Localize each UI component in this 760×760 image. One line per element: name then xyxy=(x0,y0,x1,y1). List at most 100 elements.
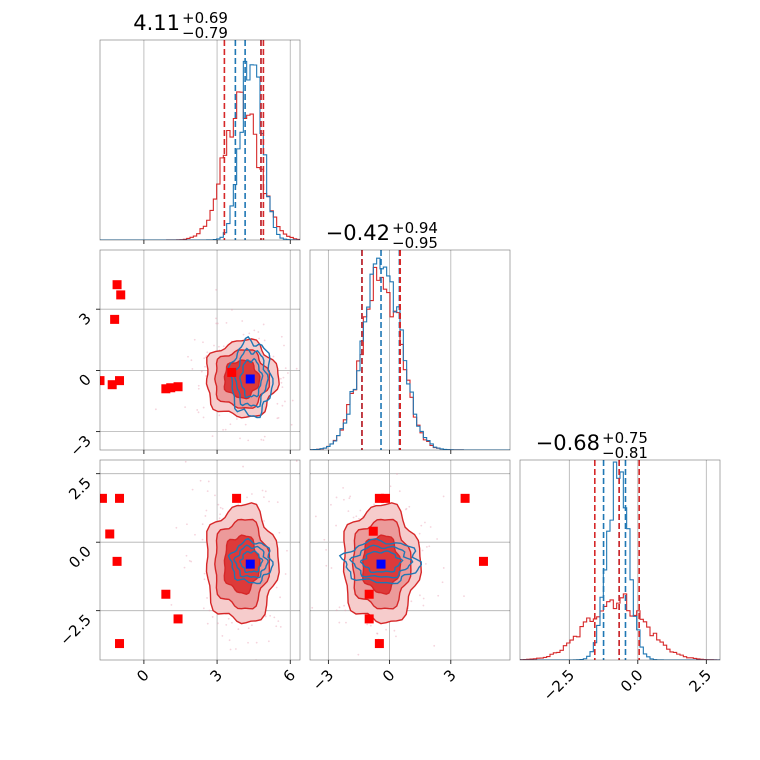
sample-dot xyxy=(255,641,258,644)
sample-dot xyxy=(342,486,345,489)
sample-dot xyxy=(348,497,351,500)
sample-dot xyxy=(286,372,289,374)
sample-dot xyxy=(355,515,358,518)
sample-dot xyxy=(197,387,200,390)
sample-dot xyxy=(284,400,286,403)
scatter-point xyxy=(364,589,374,599)
sample-dot xyxy=(290,423,293,426)
sample-dot xyxy=(344,609,347,612)
sample-dot xyxy=(325,564,328,567)
sample-dot xyxy=(184,460,187,463)
sample-dot xyxy=(330,567,333,569)
panel-p2_p1 xyxy=(310,460,510,660)
sample-dot xyxy=(202,607,205,610)
frame-p2_p1 xyxy=(309,459,511,661)
sample-dot xyxy=(190,560,193,563)
sample-dot xyxy=(221,635,224,637)
sample-dot xyxy=(234,648,237,650)
scatter-point xyxy=(173,614,183,624)
truth-marker xyxy=(245,374,255,384)
y-tick-label: −3 xyxy=(66,432,94,460)
sample-dot xyxy=(395,635,397,638)
sample-dot xyxy=(410,600,413,603)
frame-p2_p0 xyxy=(99,459,301,661)
sample-dot xyxy=(272,355,275,358)
scatter-point xyxy=(112,280,122,290)
sample-dot xyxy=(250,624,253,627)
sample-dot xyxy=(335,496,338,499)
sample-dot xyxy=(190,359,193,362)
sample-dot xyxy=(405,507,408,510)
sample-dot xyxy=(215,288,218,291)
sample-dot xyxy=(206,490,209,492)
param-title-minus-1: −0.95 xyxy=(392,234,438,252)
sample-dot xyxy=(263,339,266,342)
sample-dot xyxy=(211,616,214,618)
sample-dot xyxy=(323,538,326,541)
x-tick-label: 2.5 xyxy=(686,666,716,696)
sample-dot xyxy=(193,338,196,341)
sample-dot xyxy=(196,409,199,411)
scatter-point xyxy=(460,493,470,503)
sample-dot xyxy=(262,439,265,442)
x-tick-label: 6 xyxy=(280,666,299,685)
sample-dot xyxy=(231,621,233,624)
sample-dot xyxy=(286,549,288,552)
param-title-plus-0: +0.69 xyxy=(182,9,228,27)
scatter-point xyxy=(115,493,125,503)
hist-red xyxy=(520,593,720,660)
sample-dot xyxy=(242,333,245,336)
sample-dot xyxy=(186,523,188,526)
param-title-median-2: −0.68 xyxy=(536,431,600,455)
sample-dot xyxy=(170,603,173,606)
param-title-minus-2: −0.81 xyxy=(602,444,648,462)
sample-dot xyxy=(219,506,222,509)
sample-dot xyxy=(268,500,270,503)
sample-dot xyxy=(219,513,222,516)
sample-dot xyxy=(229,648,232,651)
sample-dot xyxy=(217,622,219,625)
sample-dot xyxy=(335,609,338,612)
sample-dot xyxy=(260,438,263,441)
sample-dot xyxy=(247,627,250,630)
sample-dot xyxy=(175,526,178,529)
contour-blue xyxy=(233,544,269,579)
sample-dot xyxy=(418,532,421,535)
sample-dot xyxy=(264,615,267,618)
sample-dot xyxy=(433,644,436,647)
sample-dot xyxy=(418,594,421,597)
sample-dot xyxy=(263,496,265,499)
sample-dot xyxy=(185,554,188,557)
sample-dot xyxy=(262,323,265,326)
x-tick-label: −3 xyxy=(309,666,337,694)
sample-dot xyxy=(183,566,186,569)
sample-dot xyxy=(376,632,378,635)
sample-dot xyxy=(203,578,206,581)
sample-dot xyxy=(277,620,280,623)
contour-blue xyxy=(227,537,274,585)
sample-dot xyxy=(398,490,401,493)
contour-blue xyxy=(239,550,264,574)
sample-dot xyxy=(253,329,256,332)
sample-dot xyxy=(389,485,392,488)
x-tick-label: 3 xyxy=(440,666,459,685)
sample-dot xyxy=(229,423,232,426)
sample-dot xyxy=(257,331,260,333)
sample-dot xyxy=(273,616,276,619)
sample-dot xyxy=(203,357,206,360)
sample-dot xyxy=(463,595,465,598)
sample-dot xyxy=(347,510,350,512)
contour-blue xyxy=(359,550,404,574)
sample-dot xyxy=(424,521,426,524)
sample-dot xyxy=(279,596,282,599)
sample-dot xyxy=(247,439,250,442)
sample-dot xyxy=(261,489,264,492)
sample-dot xyxy=(284,573,287,575)
sample-dot xyxy=(279,377,282,380)
contour-blue xyxy=(348,544,414,579)
sample-dot xyxy=(247,641,249,644)
y-tick-label: −2.5 xyxy=(56,611,94,649)
sample-dot xyxy=(221,507,224,510)
sample-dot xyxy=(314,515,317,518)
